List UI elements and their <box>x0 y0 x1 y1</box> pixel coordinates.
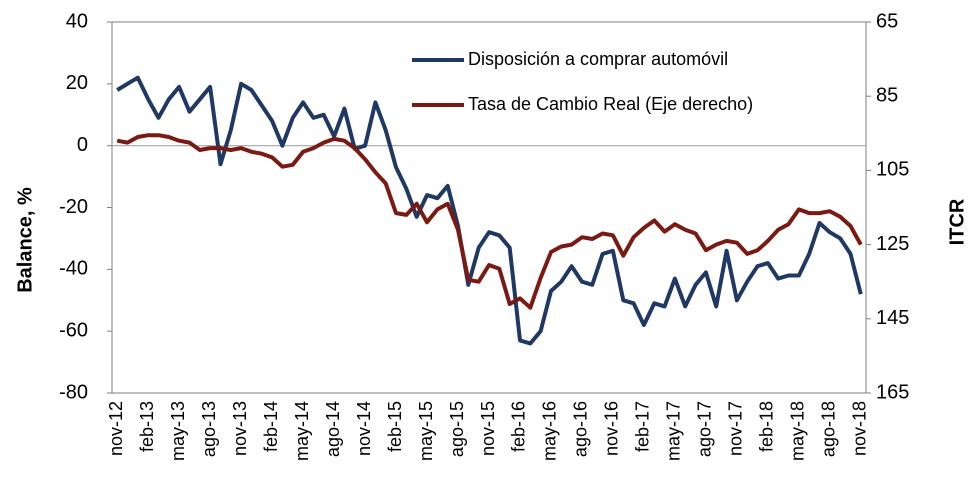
x-tick-label: feb-16 <box>509 401 529 452</box>
x-tick-label: ago-18 <box>819 401 839 457</box>
y-tick-label: 0 <box>77 134 88 156</box>
legend-label: Tasa de Cambio Real (Eje derecho) <box>468 94 753 114</box>
x-tick-label: nov-15 <box>478 401 498 456</box>
x-tick-label: nov-16 <box>602 401 622 456</box>
x-tick-label: may-14 <box>292 401 312 461</box>
x-tick-label: nov-14 <box>354 401 374 456</box>
x-tick-label: ago-13 <box>199 401 219 457</box>
x-tick-label: may-15 <box>416 401 436 461</box>
series-line <box>116 133 863 310</box>
y2-tick-label: 105 <box>876 159 909 181</box>
y-axis-label: Balance, % <box>14 187 36 293</box>
x-tick-label: ago-16 <box>571 401 591 457</box>
x-tick-label: nov-18 <box>850 401 870 456</box>
y2-tick-label: 65 <box>876 10 898 32</box>
series-line <box>116 75 863 346</box>
plot-frame <box>111 21 867 394</box>
x-tick-label: may-16 <box>540 401 560 461</box>
x-tick-label: may-13 <box>168 401 188 461</box>
x-tick-label: ago-17 <box>695 401 715 457</box>
x-tick-label: feb-13 <box>137 401 157 452</box>
x-tick-label: ago-15 <box>447 401 467 457</box>
legend-label: Disposición a comprar automóvil <box>468 49 728 69</box>
y-tick-label: -60 <box>59 319 88 341</box>
x-tick-label: feb-18 <box>757 401 777 452</box>
x-tick-label: nov-12 <box>106 401 126 456</box>
y2-tick-label: 125 <box>876 233 909 255</box>
x-tick-label: nov-17 <box>726 401 746 456</box>
y2-tick-label: 165 <box>876 381 909 403</box>
y2-tick-label: 85 <box>876 84 898 106</box>
x-tick-label: feb-15 <box>385 401 405 452</box>
y-tick-label: 20 <box>66 72 88 94</box>
y-tick-label: 40 <box>66 10 88 32</box>
y-tick-label: -20 <box>59 196 88 218</box>
x-tick-label: nov-13 <box>230 401 250 456</box>
y2-tick-label: 145 <box>876 307 909 329</box>
y-tick-label: -80 <box>59 381 88 403</box>
x-tick-label: may-17 <box>664 401 684 461</box>
x-tick-label: may-18 <box>788 401 808 461</box>
x-tick-label: feb-17 <box>633 401 653 452</box>
y2-axis-label: ITCR <box>946 198 968 245</box>
x-tick-label: ago-14 <box>323 401 343 457</box>
x-tick-label: feb-14 <box>261 401 281 452</box>
y-tick-label: -40 <box>59 258 88 280</box>
